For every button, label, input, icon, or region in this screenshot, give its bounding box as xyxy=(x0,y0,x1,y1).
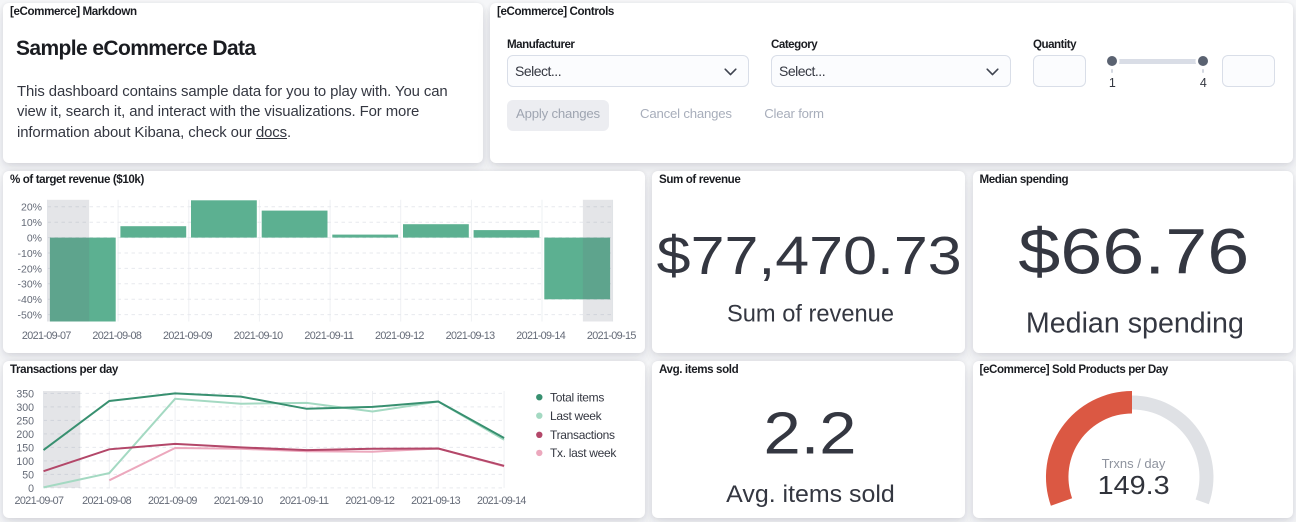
svg-text:150: 150 xyxy=(16,442,34,454)
svg-text:2021-09-07: 2021-09-07 xyxy=(15,495,65,507)
svg-text:2.2: 2.2 xyxy=(764,399,857,466)
svg-text:-40%: -40% xyxy=(17,294,42,306)
svg-text:149.3: 149.3 xyxy=(1097,470,1169,500)
svg-text:Transactions: Transactions xyxy=(550,428,615,442)
svg-text:2021-09-07: 2021-09-07 xyxy=(22,330,72,342)
svg-text:Total items: Total items xyxy=(550,390,604,404)
svg-text:10%: 10% xyxy=(21,217,42,229)
svg-text:Avg. items sold: Avg. items sold xyxy=(726,481,895,508)
svg-text:0: 0 xyxy=(28,483,34,495)
svg-text:2021-09-15: 2021-09-15 xyxy=(587,330,637,342)
svg-text:-50%: -50% xyxy=(17,310,42,322)
svg-text:Tx. last week: Tx. last week xyxy=(550,446,617,460)
svg-text:300: 300 xyxy=(16,402,34,414)
svg-text:2021-09-10: 2021-09-10 xyxy=(234,330,284,342)
svg-text:2021-09-12: 2021-09-12 xyxy=(375,330,425,342)
svg-text:Last week: Last week xyxy=(550,409,603,423)
svg-text:100: 100 xyxy=(16,456,34,468)
svg-text:250: 250 xyxy=(16,415,34,427)
svg-text:-20%: -20% xyxy=(17,263,42,275)
svg-text:2021-09-08: 2021-09-08 xyxy=(82,495,131,507)
svg-text:20%: 20% xyxy=(21,202,42,214)
svg-text:$66.76: $66.76 xyxy=(1018,215,1249,287)
svg-text:2021-09-11: 2021-09-11 xyxy=(280,495,330,507)
svg-text:2021-09-13: 2021-09-13 xyxy=(411,495,461,507)
svg-text:2021-09-09: 2021-09-09 xyxy=(148,495,198,507)
svg-text:0%: 0% xyxy=(27,233,42,245)
svg-text:350: 350 xyxy=(16,388,34,400)
svg-text:2021-09-09: 2021-09-09 xyxy=(163,330,213,342)
svg-text:2021-09-12: 2021-09-12 xyxy=(345,495,395,507)
svg-text:2021-09-08: 2021-09-08 xyxy=(92,330,142,342)
svg-text:2021-09-14: 2021-09-14 xyxy=(477,495,527,507)
svg-text:2021-09-11: 2021-09-11 xyxy=(304,330,354,342)
svg-text:2021-09-13: 2021-09-13 xyxy=(446,330,496,342)
svg-text:$77,470.73: $77,470.73 xyxy=(657,226,962,286)
svg-text:200: 200 xyxy=(16,429,34,441)
svg-text:50: 50 xyxy=(22,469,34,481)
svg-text:2021-09-14: 2021-09-14 xyxy=(516,330,566,342)
svg-text:-30%: -30% xyxy=(17,279,42,291)
svg-text:Trxns / day: Trxns / day xyxy=(1101,456,1165,471)
svg-text:2021-09-10: 2021-09-10 xyxy=(214,495,264,507)
svg-text:Median spending: Median spending xyxy=(1025,308,1243,340)
svg-text:Sum of revenue: Sum of revenue xyxy=(727,301,894,328)
svg-text:-10%: -10% xyxy=(17,248,42,260)
